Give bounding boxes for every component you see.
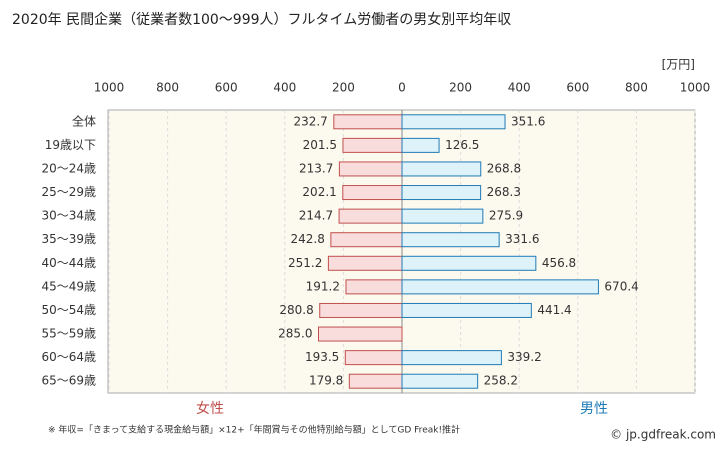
bar xyxy=(330,232,403,248)
category-label: 20〜24歳 xyxy=(41,161,96,175)
bar xyxy=(342,137,403,153)
bar xyxy=(338,208,403,224)
x-tick-label: 800 xyxy=(625,81,648,95)
value-label: 201.5 xyxy=(303,138,337,152)
x-tick-label: 800 xyxy=(156,81,179,95)
x-tick-label: 1000 xyxy=(680,81,711,95)
legend-label: 男性 xyxy=(580,401,608,417)
bar xyxy=(401,232,500,248)
value-label: 179.8 xyxy=(309,374,343,388)
bar xyxy=(345,279,403,295)
legend-label: 女性 xyxy=(196,400,224,417)
x-tick-label: 400 xyxy=(273,81,296,95)
x-tick-label: 200 xyxy=(332,81,355,95)
x-tick-label: 600 xyxy=(215,81,238,95)
value-label: 275.9 xyxy=(489,209,523,223)
x-tick-label: 1000 xyxy=(94,81,125,95)
category-label: 45〜49歳 xyxy=(41,279,96,293)
value-label: 214.7 xyxy=(299,209,333,223)
value-label: 285.0 xyxy=(278,327,312,341)
bar xyxy=(348,373,403,389)
value-label: 456.8 xyxy=(542,256,576,270)
value-label: 441.4 xyxy=(537,303,571,317)
category-label: 55〜59歳 xyxy=(41,327,96,341)
value-label: 280.8 xyxy=(279,303,313,317)
chart-title: 2020年 民間企業（従業者数100〜999人）フルタイム労働者の男女別平均年収 xyxy=(12,11,511,28)
bar xyxy=(327,255,403,271)
value-label: 268.8 xyxy=(487,161,521,175)
bar xyxy=(401,114,506,130)
category-label: 50〜54歳 xyxy=(41,303,96,317)
bar xyxy=(401,302,532,318)
bar xyxy=(401,208,484,224)
value-label: 258.2 xyxy=(484,374,518,388)
value-label: 191.2 xyxy=(306,279,340,293)
category-label: 全体 xyxy=(72,113,96,128)
bar xyxy=(333,114,403,130)
bar xyxy=(342,185,403,201)
value-label: 242.8 xyxy=(291,232,325,246)
value-label: 331.6 xyxy=(505,232,539,246)
category-label: 35〜39歳 xyxy=(41,232,96,246)
bar xyxy=(401,255,537,271)
category-label: 60〜64歳 xyxy=(41,350,96,364)
value-label: 232.7 xyxy=(293,114,327,128)
value-label: 351.6 xyxy=(511,114,545,128)
category-label: 65〜69歳 xyxy=(41,374,96,388)
x-tick-label: 200 xyxy=(449,81,472,95)
bar xyxy=(317,326,403,342)
value-label: 202.1 xyxy=(302,185,336,199)
bar xyxy=(401,161,482,177)
bar xyxy=(319,302,403,318)
footnote: ※ 年収=「きまって支給する現金給与額」×12+「年間賞与その他特別給与額」とし… xyxy=(48,424,460,436)
unit-label: [万円] xyxy=(662,58,695,72)
value-label: 193.5 xyxy=(305,350,339,364)
value-label: 670.4 xyxy=(604,279,638,293)
category-label: 40〜44歳 xyxy=(41,256,96,270)
value-label: 213.7 xyxy=(299,161,333,175)
x-tick-label: 0 xyxy=(398,81,406,95)
bar xyxy=(401,137,440,153)
value-label: 268.3 xyxy=(487,185,521,199)
bar xyxy=(338,161,403,177)
value-label: 339.2 xyxy=(507,350,541,364)
copyright: © jp.gdfreak.com xyxy=(610,428,716,442)
bar xyxy=(344,350,403,366)
category-label: 25〜29歳 xyxy=(41,185,96,199)
x-tick-label: 600 xyxy=(566,81,589,95)
value-label: 251.2 xyxy=(288,256,322,270)
bar xyxy=(401,279,599,295)
category-label: 19歳以下 xyxy=(45,138,96,152)
bar xyxy=(401,350,502,366)
value-label: 126.5 xyxy=(445,138,479,152)
x-tick-label: 400 xyxy=(508,81,531,95)
bar xyxy=(401,373,479,389)
bar xyxy=(401,185,482,201)
category-label: 30〜34歳 xyxy=(41,209,96,223)
